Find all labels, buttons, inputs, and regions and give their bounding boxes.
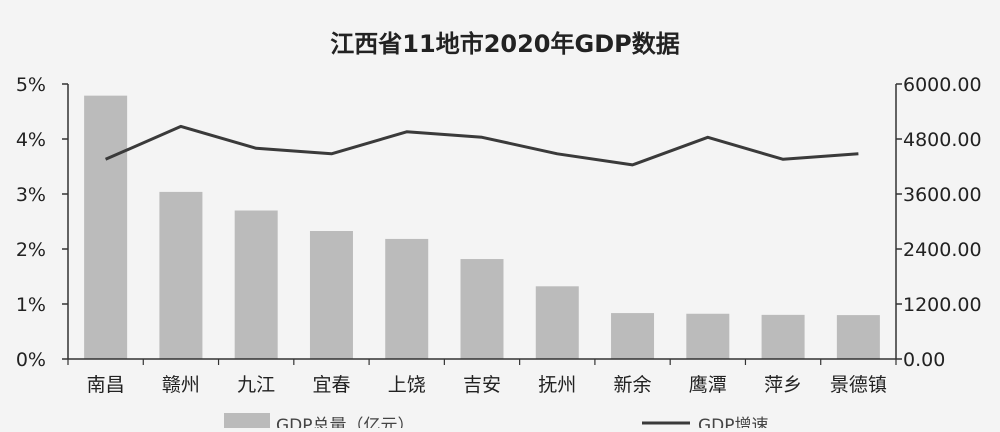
growth-line [104, 124, 859, 167]
bar-6 [460, 259, 504, 359]
bar-1 [84, 95, 128, 360]
axes-layer: 0% 1% 2% 3% 4% 5% 0.00 1200.00 2400.00 3600.00 480… [16, 74, 982, 396]
line-layer [104, 124, 859, 167]
right-tick-label: 4800.00 [903, 129, 982, 151]
category-label: 新余 [614, 374, 652, 396]
bar-3 [234, 210, 278, 359]
category-label: 九江 [237, 374, 275, 396]
category-label: 赣州 [162, 374, 200, 396]
bar-5 [385, 238, 429, 359]
category-label: 宜春 [312, 374, 350, 396]
bar-11 [836, 315, 880, 359]
chart-title: 江西省11地市2020年GDP数据 [330, 30, 679, 58]
right-tick-label: 2400.00 [903, 239, 982, 261]
bar-10 [761, 314, 805, 359]
category-label: 上饶 [388, 374, 426, 396]
category-label: 鹰潭 [689, 374, 727, 396]
bar-2 [159, 191, 203, 359]
left-tick-label: 2% [16, 239, 46, 261]
left-tick-label: 3% [16, 184, 46, 206]
bar-4 [309, 230, 353, 359]
bar-8 [611, 313, 655, 359]
category-label: 萍乡 [764, 374, 802, 396]
legend-bar-swatch [224, 413, 270, 432]
category-label: 南昌 [87, 374, 125, 396]
right-tick-label: 6000.00 [903, 74, 982, 96]
category-label: 抚州 [538, 374, 576, 396]
left-tick-label: 1% [16, 294, 46, 316]
legend-bar-label: GDP总量（亿元） [276, 416, 415, 428]
legend: GDP总量（亿元） GDP增速 [224, 413, 769, 432]
right-tick-label: 0.00 [903, 349, 945, 371]
bars-layer [84, 95, 880, 360]
left-tick-label: 4% [16, 129, 46, 151]
left-tick-label: 5% [16, 74, 46, 96]
right-tick-label: 3600.00 [903, 184, 982, 206]
category-label: 吉安 [463, 374, 501, 396]
right-tick-label: 1200.00 [903, 294, 982, 316]
category-label: 景德镇 [830, 374, 887, 396]
bar-7 [535, 286, 579, 359]
legend-line-label: GDP增速 [698, 416, 769, 428]
left-tick-label: 0% [16, 349, 46, 371]
bar-9 [686, 313, 730, 359]
